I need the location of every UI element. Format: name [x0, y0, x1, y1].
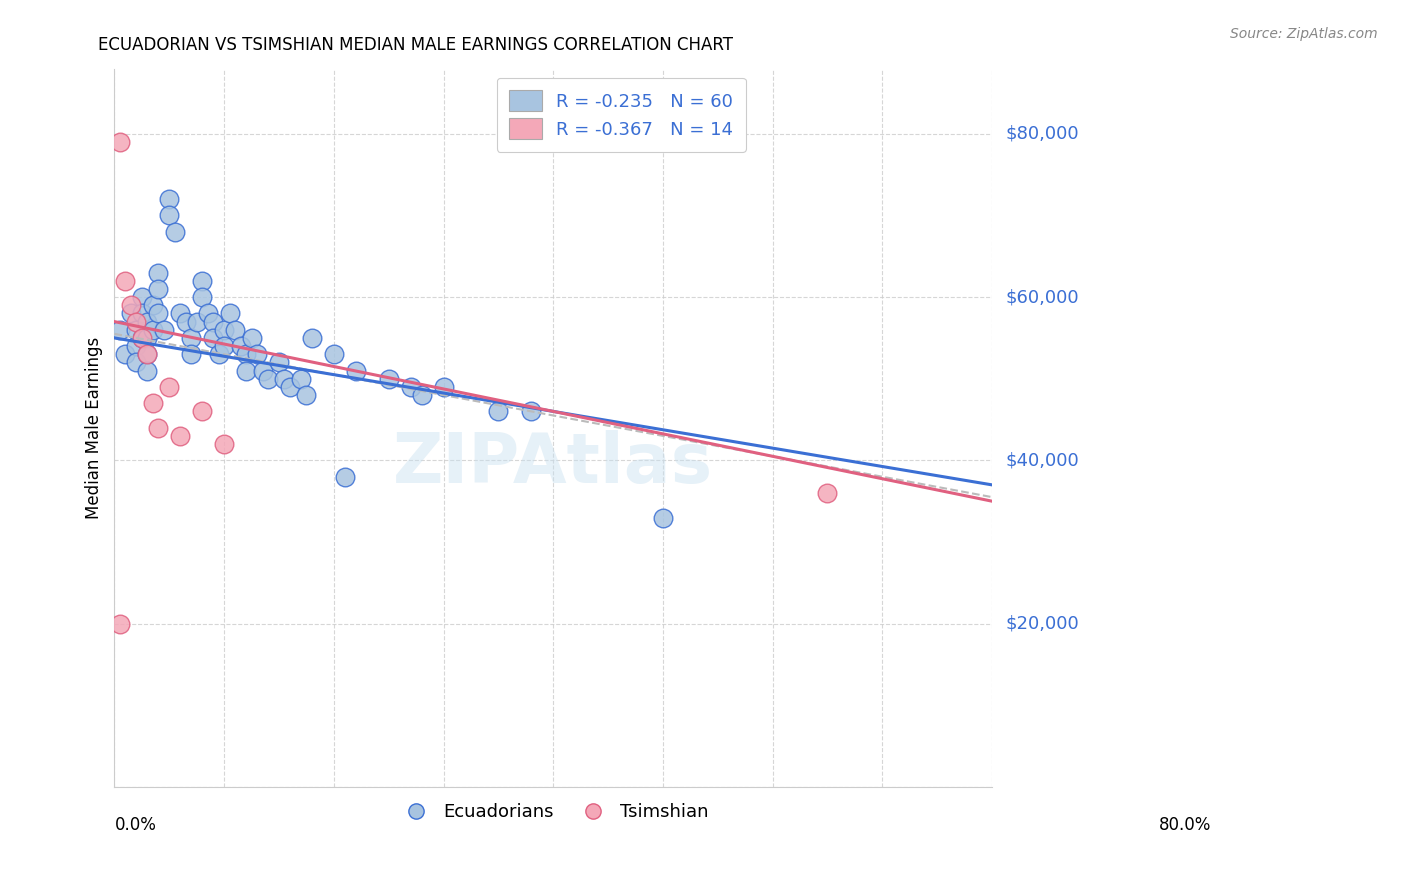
Point — [235, 347, 257, 361]
Point — [252, 363, 274, 377]
Point — [322, 347, 344, 361]
Text: $40,000: $40,000 — [1005, 451, 1080, 469]
Point — [191, 274, 214, 288]
Point — [148, 282, 170, 296]
Point — [163, 225, 186, 239]
Point — [169, 429, 191, 443]
Point — [191, 290, 214, 304]
Point — [399, 380, 422, 394]
Point — [377, 372, 399, 386]
Point — [202, 315, 225, 329]
Point — [136, 347, 159, 361]
Point — [295, 388, 318, 402]
Point — [817, 486, 839, 500]
Point — [180, 331, 202, 345]
Point — [235, 363, 257, 377]
Point — [131, 306, 153, 320]
Point — [120, 298, 142, 312]
Point — [148, 421, 170, 435]
Point — [174, 315, 197, 329]
Point — [186, 315, 208, 329]
Point — [157, 209, 180, 223]
Point — [120, 306, 142, 320]
Text: ZIPAtlas: ZIPAtlas — [394, 430, 713, 497]
Point — [267, 355, 290, 369]
Point — [212, 323, 235, 337]
Point — [273, 372, 295, 386]
Point — [202, 331, 225, 345]
Point — [169, 306, 191, 320]
Point — [218, 306, 240, 320]
Point — [344, 363, 367, 377]
Point — [333, 469, 356, 483]
Text: 80.0%: 80.0% — [1159, 815, 1212, 834]
Point — [197, 306, 219, 320]
Point — [136, 347, 159, 361]
Point — [108, 616, 131, 631]
Point — [125, 323, 148, 337]
Point — [191, 404, 214, 418]
Text: $80,000: $80,000 — [1005, 125, 1080, 143]
Point — [131, 331, 153, 345]
Point — [212, 437, 235, 451]
Point — [136, 363, 159, 377]
Point — [278, 380, 301, 394]
Point — [652, 510, 675, 524]
Point — [432, 380, 454, 394]
Point — [520, 404, 543, 418]
Point — [224, 323, 246, 337]
Point — [486, 404, 509, 418]
Point — [290, 372, 312, 386]
Point — [125, 315, 148, 329]
Point — [125, 339, 148, 353]
Point — [157, 192, 180, 206]
Point — [136, 315, 159, 329]
Point — [180, 347, 202, 361]
Point — [246, 347, 269, 361]
Point — [125, 355, 148, 369]
Text: $20,000: $20,000 — [1005, 615, 1080, 632]
Text: ECUADORIAN VS TSIMSHIAN MEDIAN MALE EARNINGS CORRELATION CHART: ECUADORIAN VS TSIMSHIAN MEDIAN MALE EARN… — [98, 36, 734, 54]
Point — [240, 331, 263, 345]
Y-axis label: Median Male Earnings: Median Male Earnings — [86, 336, 103, 519]
Point — [108, 323, 131, 337]
Text: 0.0%: 0.0% — [114, 815, 156, 834]
Point — [152, 323, 174, 337]
Point — [142, 323, 165, 337]
Point — [229, 339, 252, 353]
Point — [212, 339, 235, 353]
Point — [411, 388, 433, 402]
Point — [114, 347, 136, 361]
Point — [301, 331, 323, 345]
Point — [131, 331, 153, 345]
Point — [148, 266, 170, 280]
Text: $60,000: $60,000 — [1005, 288, 1080, 306]
Point — [157, 380, 180, 394]
Point — [148, 306, 170, 320]
Point — [257, 372, 280, 386]
Point — [207, 347, 229, 361]
Point — [108, 135, 131, 149]
Point — [131, 290, 153, 304]
Text: Source: ZipAtlas.com: Source: ZipAtlas.com — [1230, 27, 1378, 41]
Legend: Ecuadorians, Tsimshian: Ecuadorians, Tsimshian — [391, 796, 716, 828]
Point — [142, 298, 165, 312]
Point — [136, 331, 159, 345]
Point — [142, 396, 165, 410]
Point — [114, 274, 136, 288]
